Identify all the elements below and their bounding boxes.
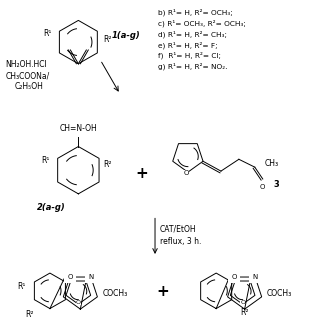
Text: d) R¹= H, R²= CH₃;: d) R¹= H, R²= CH₃;	[158, 30, 227, 38]
Text: c) R¹= OCH₃, R²= OCH₃;: c) R¹= OCH₃, R²= OCH₃;	[158, 20, 246, 27]
Text: C₂H₅OH: C₂H₅OH	[15, 82, 44, 91]
Text: e) R¹= H, R²= F;: e) R¹= H, R²= F;	[158, 41, 218, 49]
Text: O: O	[260, 184, 266, 190]
Text: R¹: R¹	[18, 282, 26, 292]
Text: O: O	[240, 300, 245, 305]
Text: g) R¹= H, R²= NO₂.: g) R¹= H, R²= NO₂.	[158, 63, 228, 70]
Text: 2(a-g): 2(a-g)	[36, 203, 65, 212]
Text: N: N	[88, 274, 93, 280]
Text: N: N	[252, 274, 258, 280]
Text: COCH₃: COCH₃	[102, 289, 128, 298]
Text: O: O	[76, 300, 81, 305]
Text: CAT/EtOH: CAT/EtOH	[160, 225, 196, 234]
Text: R²: R²	[240, 308, 249, 317]
Text: NH₂OH.HCl: NH₂OH.HCl	[6, 60, 47, 69]
Text: 1(a-g): 1(a-g)	[111, 31, 140, 40]
Text: f)  R¹= H, R²= Cl;: f) R¹= H, R²= Cl;	[158, 52, 221, 60]
Text: R¹: R¹	[41, 156, 50, 165]
Text: reflux, 3 h.: reflux, 3 h.	[160, 236, 201, 246]
Text: 3: 3	[274, 180, 280, 189]
Text: COCH₃: COCH₃	[267, 289, 292, 298]
Text: R²: R²	[103, 35, 112, 44]
Text: CH=N-OH: CH=N-OH	[60, 124, 97, 133]
Text: O: O	[231, 274, 237, 280]
Text: CH₃: CH₃	[265, 159, 279, 168]
Text: CH₃COONa/: CH₃COONa/	[6, 71, 50, 80]
Text: O: O	[184, 170, 189, 176]
Text: R²: R²	[26, 310, 34, 319]
Text: +: +	[136, 166, 148, 180]
Text: +: +	[156, 284, 169, 299]
Text: b) R¹= H, R²= OCH₃;: b) R¹= H, R²= OCH₃;	[158, 9, 233, 16]
Text: R¹: R¹	[43, 29, 52, 38]
Text: O: O	[67, 274, 73, 280]
Text: R²: R²	[103, 160, 112, 169]
